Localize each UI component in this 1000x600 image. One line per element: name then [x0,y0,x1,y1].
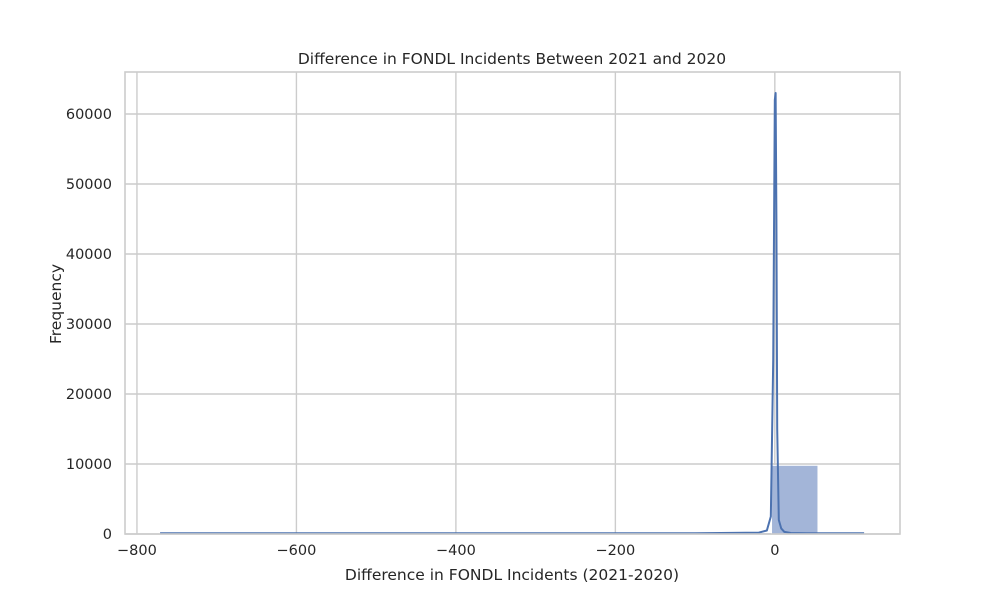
y-tick-label: 30000 [66,317,112,333]
x-tick-label: −400 [436,543,476,559]
y-tick-label: 60000 [66,107,112,123]
plot-frame [124,71,901,535]
y-axis-label: Frequency [47,264,65,344]
x-tick-label: 0 [770,543,779,559]
x-tick-label: −200 [595,543,635,559]
chart-title: Difference in FONDL Incidents Between 20… [298,50,726,68]
x-axis-label: Difference in FONDL Incidents (2021-2020… [345,566,679,584]
y-tick-label: 50000 [66,177,112,193]
y-tick-label: 10000 [66,457,112,473]
y-tick-labels: 0 10000 20000 30000 40000 50000 60000 [66,107,112,543]
y-tick-label: 0 [103,527,112,543]
kde-line-layer [160,92,865,535]
kde-line [160,92,865,535]
x-tick-label: −800 [117,543,157,559]
grid-layer [125,72,900,535]
x-tick-label: −600 [277,543,317,559]
histogram-bars [159,464,865,535]
x-tick-labels: −800 −600 −400 −200 0 [117,543,779,559]
y-tick-label: 20000 [66,387,112,403]
y-tick-label: 40000 [66,247,112,263]
